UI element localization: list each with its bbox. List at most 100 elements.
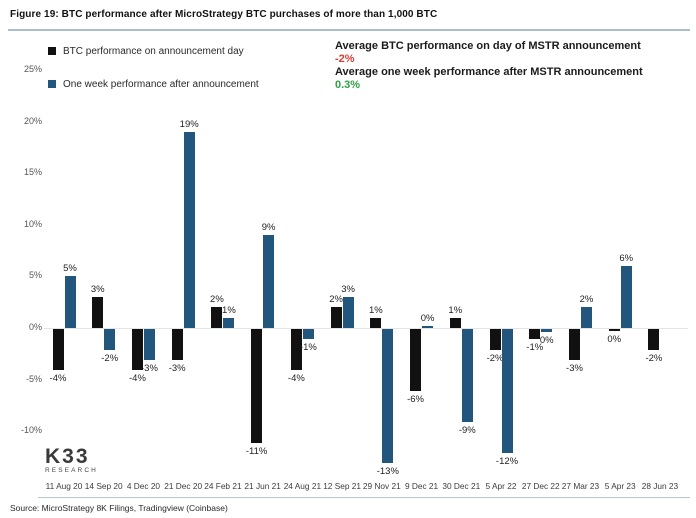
bar-announcement-day — [568, 329, 580, 360]
bar-one-week-after — [461, 329, 473, 422]
bar-value-label: -4% — [287, 373, 305, 385]
bar-value-label: -2% — [486, 352, 504, 364]
x-axis-category-label: 21 Jun 21 — [244, 481, 281, 491]
x-axis-category-label: 4 Dec 20 — [126, 481, 161, 491]
bar-one-week-after — [501, 329, 513, 453]
x-axis-category-label: 21 Dec 20 — [164, 481, 203, 491]
bar-value-label: 2% — [329, 294, 343, 306]
annotation-text: Average one week performance after MSTR … — [335, 66, 643, 78]
bar-announcement-day — [330, 307, 342, 328]
x-axis-category-label: 27 Dec 22 — [521, 481, 560, 491]
x-axis-category-label: 29 Nov 21 — [362, 481, 401, 491]
y-axis-tick-label: 5% — [28, 270, 42, 281]
legend-label: One week performance after announcement — [63, 78, 259, 90]
bar-one-week-after — [263, 235, 275, 328]
bar-value-label: 19% — [179, 118, 199, 130]
bar-announcement-day — [211, 307, 223, 328]
x-axis-category-label: 5 Apr 23 — [604, 481, 636, 491]
bar-value-label: 0% — [539, 335, 554, 347]
bar-announcement-day — [410, 329, 422, 391]
bar-value-label: -2% — [101, 352, 119, 364]
logo-subtext: RESEARCH — [45, 467, 98, 474]
bar-value-label: -1% — [299, 342, 317, 354]
bar-value-label: -3% — [141, 362, 158, 374]
chart-legend: BTC performance on announcement day One … — [48, 44, 259, 110]
y-axis-tick-label: 20% — [23, 115, 42, 126]
y-axis-tick-label: -5% — [25, 373, 42, 384]
bar-value-label: -12% — [495, 455, 519, 467]
legend-item-one-week: One week performance after announcement — [48, 77, 259, 91]
annotation-text: Average BTC performance on day of MSTR a… — [335, 40, 641, 52]
bar-value-label: -3% — [168, 362, 186, 374]
bar-one-week-after — [422, 326, 434, 328]
x-axis-category-label: 24 Feb 21 — [204, 481, 242, 491]
x-axis-category-label: 14 Sep 20 — [84, 481, 123, 491]
bar-value-label: 1% — [368, 304, 383, 316]
y-axis-tick-label: 25% — [23, 64, 42, 74]
bar-one-week-after — [183, 131, 195, 328]
bar-value-label: 5% — [63, 263, 77, 275]
bar-value-label: -11% — [245, 445, 268, 457]
bar-value-label: 2% — [579, 294, 594, 306]
bar-one-week-after — [620, 266, 632, 328]
bar-announcement-day — [290, 329, 302, 371]
bar-announcement-day — [489, 329, 501, 350]
bar-one-week-after — [580, 307, 592, 328]
y-axis-tick-label: 10% — [23, 218, 42, 229]
x-axis-category-label: 5 Apr 22 — [485, 481, 517, 491]
y-axis-tick-label: 15% — [23, 167, 42, 178]
annotation-value: 0.3% — [335, 79, 361, 91]
bar-announcement-day — [251, 329, 263, 443]
bar-value-label: 2% — [210, 294, 224, 306]
average-annotations: Average BTC performance on day of MSTR a… — [335, 40, 693, 92]
annotation-value: -2% — [335, 53, 355, 65]
bar-announcement-day — [648, 329, 660, 350]
bar-value-label: -1% — [526, 342, 544, 354]
x-axis-category-label: 28 Jun 23 — [641, 481, 679, 491]
bar-value-label: 3% — [90, 284, 105, 296]
title-divider — [8, 29, 690, 31]
bar-one-week-after — [143, 329, 155, 360]
bar-one-week-after — [382, 329, 394, 464]
y-axis-tick-label: 0% — [28, 322, 42, 332]
k33-research-logo: K33 RESEARCH — [45, 446, 98, 474]
bar-one-week-after — [302, 329, 314, 340]
bar-value-label: 3% — [341, 284, 355, 296]
bar-value-label: -4% — [129, 373, 146, 385]
legend-item-announcement-day: BTC performance on announcement day — [48, 44, 259, 58]
bar-value-label: -4% — [49, 373, 67, 385]
zero-axis-line — [44, 328, 688, 329]
bar-one-week-after — [342, 297, 354, 328]
bar-announcement-day — [449, 317, 461, 328]
bar-value-label: -6% — [407, 393, 425, 405]
bar-value-label: 1% — [222, 304, 236, 316]
bar-announcement-day — [370, 317, 382, 328]
x-axis-category-label: 12 Sep 21 — [323, 481, 362, 491]
legend-label: BTC performance on announcement day — [63, 45, 244, 57]
bar-value-label: 9% — [261, 222, 276, 234]
bar-one-week-after — [104, 329, 116, 350]
y-axis-tick-label: -10% — [20, 425, 42, 436]
bar-value-label: 0% — [607, 334, 622, 345]
bar-one-week-after — [223, 317, 235, 328]
x-axis-category-label: 11 Aug 20 — [45, 481, 83, 491]
legend-swatch-black-icon — [48, 47, 56, 55]
x-axis-category-label: 24 Aug 21 — [283, 481, 322, 491]
bar-one-week-after — [541, 329, 553, 333]
bar-announcement-day — [52, 329, 64, 371]
x-axis-category-label: 9 Dec 21 — [404, 481, 439, 491]
bar-announcement-day — [92, 297, 104, 328]
logo-text: K33 — [45, 445, 90, 468]
bar-announcement-day — [529, 329, 541, 340]
bar-value-label: -3% — [566, 362, 583, 374]
bar-value-label: -13% — [376, 466, 399, 478]
chart-bottom-divider — [38, 497, 690, 498]
legend-swatch-blue-icon — [48, 80, 56, 88]
bar-value-label: 1% — [448, 304, 463, 316]
bar-announcement-day — [608, 329, 620, 331]
bar-value-label: 0% — [420, 313, 435, 324]
bar-announcement-day — [131, 329, 143, 371]
bar-announcement-day — [171, 329, 183, 360]
